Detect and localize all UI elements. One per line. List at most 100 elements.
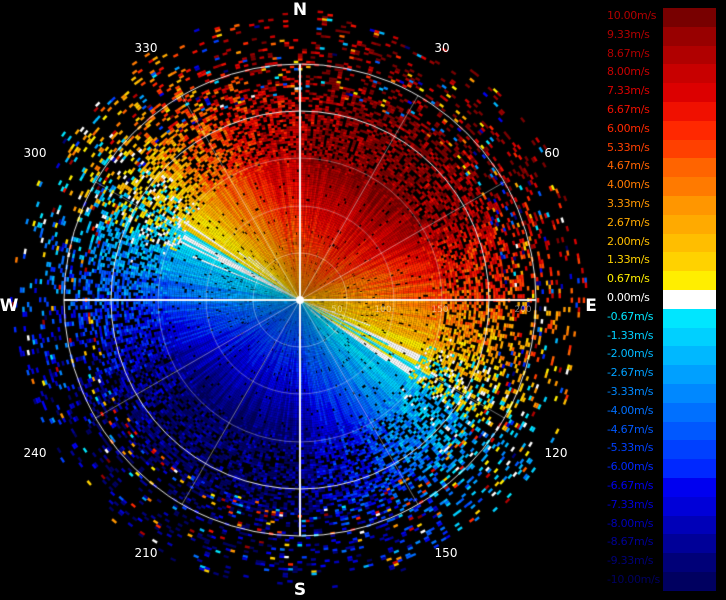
colorbar-level: -4.00m/s [605, 402, 726, 422]
colorbar-label: 3.33m/s [607, 196, 650, 210]
azimuth-label-330: 330 [134, 41, 158, 55]
colorbar-swatch [663, 233, 716, 253]
colorbar-label: 8.67m/s [607, 46, 650, 60]
azimuth-label-150: 150 [434, 546, 458, 560]
colorbar-level: 7.33m/s [605, 83, 726, 102]
azimuth-label-60: 60 [544, 146, 560, 160]
colorbar-level: 2.00m/s [605, 233, 726, 253]
colorbar-label: -6.00m/s [607, 460, 654, 474]
colorbar-label: -2.67m/s [607, 366, 654, 380]
azimuth-label-210: 210 [134, 546, 158, 560]
colorbar-label: 7.33m/s [607, 84, 650, 98]
colorbar-label: 2.67m/s [607, 215, 650, 229]
north-label: N [292, 0, 308, 20]
colorbar-level: -2.00m/s [605, 346, 726, 366]
colorbar-level: 0.00m/s [605, 289, 726, 309]
colorbar-label: -0.67m/s [607, 309, 654, 323]
colorbar-swatch [663, 459, 716, 478]
colorbar-label: -6.67m/s [607, 478, 654, 492]
colorbar-label: -10.00m/s [607, 572, 660, 586]
west-label: W [0, 296, 19, 316]
colorbar-swatch [663, 421, 716, 441]
colorbar-swatch [663, 534, 716, 554]
colorbar-level: 5.33m/s [605, 139, 726, 159]
colorbar-level: -10.00m/s [605, 571, 726, 591]
colorbar-label: 1.33m/s [607, 253, 650, 267]
colorbar-swatch [663, 45, 716, 65]
colorbar-label: 0.00m/s [607, 290, 650, 304]
colorbar-label: -5.33m/s [607, 441, 654, 455]
colorbar-level: -5.33m/s [605, 440, 726, 460]
colorbar-label: 2.00m/s [607, 234, 650, 248]
colorbar-level: 8.00m/s [605, 64, 726, 84]
colorbar-swatch [663, 515, 716, 535]
colorbar-level: -6.00m/s [605, 459, 726, 478]
colorbar-swatch [663, 440, 716, 460]
colorbar-label: -8.00m/s [607, 516, 654, 530]
colorbar-label: 0.67m/s [607, 272, 650, 286]
colorbar-level: 4.00m/s [605, 177, 726, 196]
colorbar-swatch [663, 64, 716, 84]
east-label: E [585, 296, 597, 316]
azimuth-label-120: 120 [544, 446, 568, 460]
colorbar-label: -4.00m/s [607, 403, 654, 417]
colorbar-swatch [663, 158, 716, 178]
range-ring-label: 100 [374, 305, 392, 315]
colorbar-level: -0.67m/s [605, 308, 726, 328]
colorbar-label: 4.00m/s [607, 178, 650, 192]
colorbar-swatch [663, 120, 716, 140]
colorbar-level: 4.67m/s [605, 158, 726, 178]
colorbar-level: 1.33m/s [605, 252, 726, 272]
colorbar-swatch [663, 365, 716, 384]
velocity-colorbar: 10.00m/s 9.33m/s 8.67m/s 8.00m/s 7.33m/s 6.67… [605, 8, 726, 591]
colorbar-label: -8.67m/s [607, 535, 654, 549]
colorbar-swatch [663, 308, 716, 328]
colorbar-label: -2.00m/s [607, 347, 654, 361]
colorbar-swatch [663, 346, 716, 366]
colorbar-label: 10.00m/s [607, 9, 657, 22]
colorbar-swatch [663, 177, 716, 196]
range-ring-label: 50 [331, 305, 343, 315]
azimuth-label-300: 300 [23, 146, 47, 160]
colorbar-swatch [663, 496, 716, 516]
colorbar-level: 0.67m/s [605, 271, 726, 290]
colorbar-swatch [663, 383, 716, 403]
colorbar-label: 5.33m/s [607, 140, 650, 154]
colorbar-swatch [663, 195, 716, 215]
colorbar-label: 8.00m/s [607, 65, 650, 79]
colorbar-swatch [663, 571, 716, 591]
colorbar-label: 6.67m/s [607, 102, 650, 116]
colorbar-swatch [663, 402, 716, 422]
colorbar-swatch [663, 271, 716, 290]
colorbar-label: -3.33m/s [607, 384, 654, 398]
colorbar-swatch [663, 289, 716, 309]
colorbar-swatch [663, 8, 716, 27]
colorbar-level: -4.67m/s [605, 421, 726, 441]
azimuth-label-30: 30 [434, 41, 450, 55]
colorbar-label: 4.67m/s [607, 159, 650, 173]
colorbar-level: -8.67m/s [605, 534, 726, 554]
range-ring-label: 150 [431, 305, 449, 315]
colorbar-level: -7.33m/s [605, 496, 726, 516]
colorbar-level: 6.67m/s [605, 101, 726, 121]
colorbar-label: 6.00m/s [607, 121, 650, 135]
colorbar-level: 6.00m/s [605, 120, 726, 140]
colorbar-swatch [663, 252, 716, 272]
colorbar-swatch [663, 214, 716, 234]
colorbar-level: 9.33m/s [605, 26, 726, 46]
colorbar-swatch [663, 327, 716, 347]
colorbar-label: -9.33m/s [607, 554, 654, 568]
colorbar-level: 8.67m/s [605, 45, 726, 65]
colorbar-label: -4.67m/s [607, 422, 654, 436]
colorbar-level: 10.00m/s [605, 8, 726, 27]
colorbar-label: -1.33m/s [607, 328, 654, 342]
colorbar-level: -6.67m/s [605, 477, 726, 497]
colorbar-label: -7.33m/s [607, 497, 654, 511]
colorbar-swatch [663, 139, 716, 159]
colorbar-swatch [663, 477, 716, 497]
radar-velocity-plot [0, 0, 600, 600]
colorbar-level: -3.33m/s [605, 383, 726, 403]
south-label: S [293, 580, 307, 600]
colorbar-swatch [663, 26, 716, 46]
colorbar-level: -9.33m/s [605, 553, 726, 572]
